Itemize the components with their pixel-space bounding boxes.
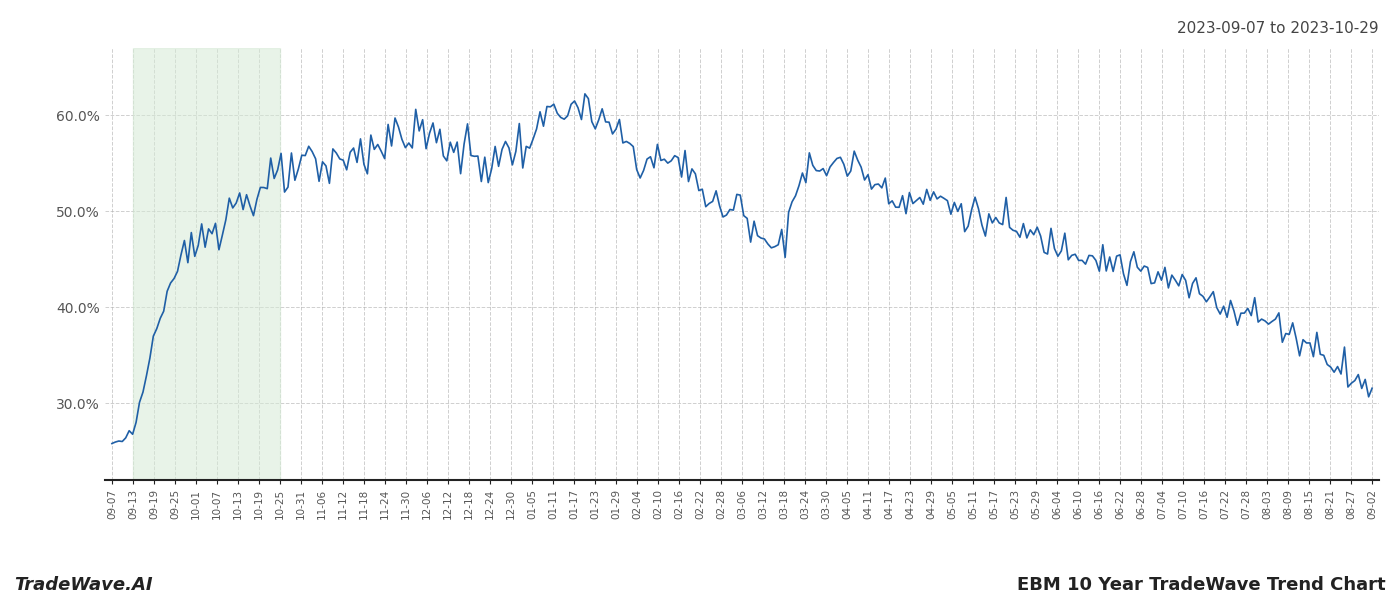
Text: 2023-09-07 to 2023-10-29: 2023-09-07 to 2023-10-29 [1177,21,1379,36]
Text: EBM 10 Year TradeWave Trend Chart: EBM 10 Year TradeWave Trend Chart [1018,576,1386,594]
Text: TradeWave.AI: TradeWave.AI [14,576,153,594]
Bar [133,48,280,480]
